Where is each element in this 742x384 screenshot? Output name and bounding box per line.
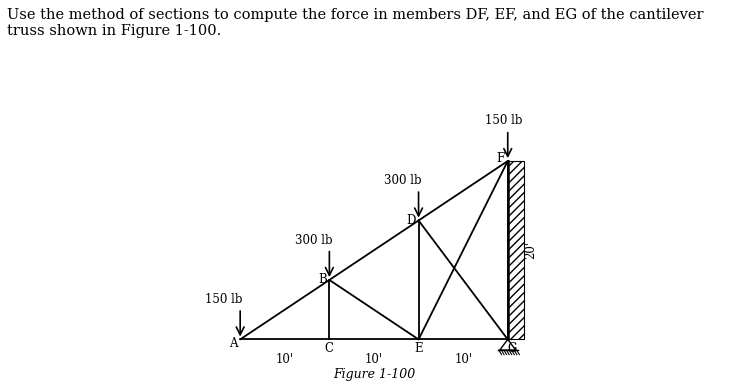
Text: 150 lb: 150 lb — [485, 114, 522, 127]
Text: B: B — [318, 273, 326, 286]
Text: 150 lb: 150 lb — [206, 293, 243, 306]
Text: F: F — [496, 152, 505, 165]
Text: 10': 10' — [454, 353, 472, 366]
Text: 300 lb: 300 lb — [384, 174, 421, 187]
Text: 20': 20' — [524, 241, 536, 259]
Text: A: A — [229, 338, 237, 350]
Text: C: C — [325, 342, 334, 355]
Text: 10': 10' — [365, 353, 383, 366]
Text: Use the method of sections to compute the force in members DF, EF, and EG of the: Use the method of sections to compute th… — [7, 8, 704, 38]
Text: Figure 1-100: Figure 1-100 — [333, 368, 415, 381]
Text: 10': 10' — [276, 353, 294, 366]
Text: D: D — [407, 214, 416, 227]
Text: 300 lb: 300 lb — [295, 234, 332, 247]
Text: G: G — [508, 342, 517, 355]
Text: E: E — [414, 342, 423, 355]
